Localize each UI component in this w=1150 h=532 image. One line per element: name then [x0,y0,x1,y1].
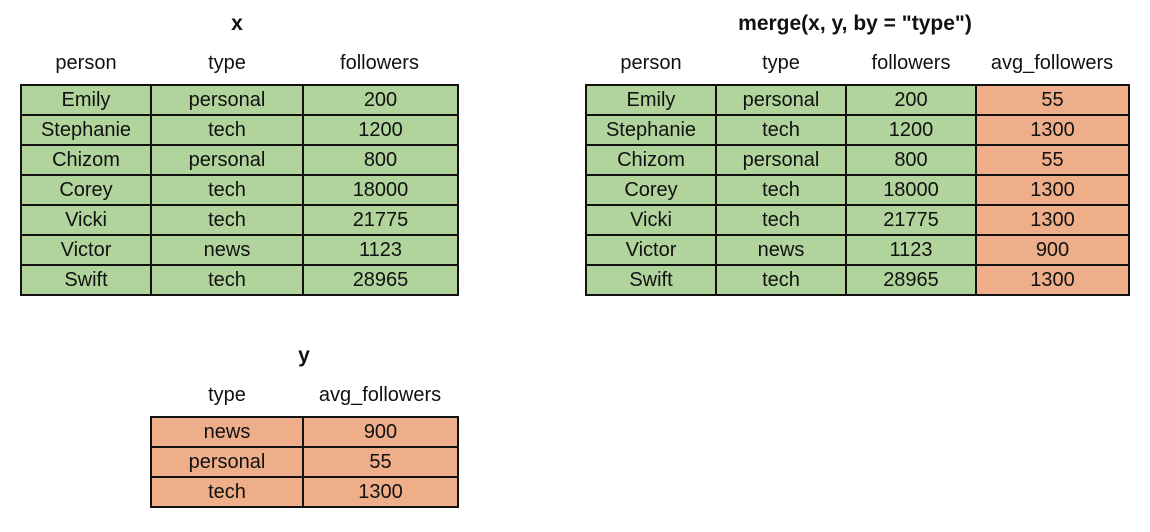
x-cell: Emily [20,84,152,116]
x-cell: Corey [20,174,152,206]
merge-cell: news [715,234,847,266]
table-row: Emily personal 200 55 [585,84,1130,116]
x-cell: news [150,234,304,266]
y-table-title: y [298,344,310,367]
y-header-type: type [208,384,246,406]
x-cell: 21775 [302,204,459,236]
x-cell: tech [150,114,304,146]
merge-cell: Chizom [585,144,717,176]
merge-cell: Emily [585,84,717,116]
merge-cell: 28965 [845,264,977,296]
x-table-title: x [231,12,243,35]
x-cell: tech [150,204,304,236]
merge-cell: tech [715,114,847,146]
merge-cell: Victor [585,234,717,266]
x-cell: 200 [302,84,459,116]
merge-cell-avg: 1300 [975,114,1130,146]
merge-cell: 1200 [845,114,977,146]
table-row: Swift tech 28965 [20,264,459,296]
table-row: Victor news 1123 900 [585,234,1130,266]
y-cell: 1300 [302,476,459,508]
merge-cell: tech [715,204,847,236]
y-cell: personal [150,446,304,478]
table-row: Chizom personal 800 55 [585,144,1130,176]
y-cell: 55 [302,446,459,478]
merge-cell-avg: 900 [975,234,1130,266]
x-cell: Stephanie [20,114,152,146]
merge-header-person: person [620,52,682,74]
x-cell: 28965 [302,264,459,296]
merge-cell: Stephanie [585,114,717,146]
table-row: Corey tech 18000 1300 [585,174,1130,206]
x-cell: Chizom [20,144,152,176]
merge-cell-avg: 1300 [975,204,1130,236]
y-header-avg-followers: avg_followers [318,384,442,406]
merge-table-title: merge(x, y, by = "type") [738,12,972,35]
x-cell: 18000 [302,174,459,206]
merge-cell-avg: 55 [975,84,1130,116]
merge-cell: Corey [585,174,717,206]
table-row: Victor news 1123 [20,234,459,266]
x-header-followers: followers [340,52,419,74]
table-row: Emily personal 200 [20,84,459,116]
x-cell: 1200 [302,114,459,146]
merge-cell: tech [715,174,847,206]
merge-cell: tech [715,264,847,296]
merge-cell: 1123 [845,234,977,266]
y-cell: news [150,416,304,448]
merge-cell-avg: 55 [975,144,1130,176]
table-row: Stephanie tech 1200 [20,114,459,146]
x-cell: personal [150,144,304,176]
merge-table: Emily personal 200 55 Stephanie tech 1200 1300… [585,84,1130,296]
table-row: Stephanie tech 1200 1300 [585,114,1130,146]
merge-cell: 800 [845,144,977,176]
merge-cell: personal [715,144,847,176]
y-table: news 900 personal 55 tech 1300 [150,416,459,508]
merge-cell: 21775 [845,204,977,236]
merge-cell: personal [715,84,847,116]
merge-cell: 200 [845,84,977,116]
merge-cell: 18000 [845,174,977,206]
merge-header-type: type [762,52,800,74]
table-row: Chizom personal 800 [20,144,459,176]
y-cell: tech [150,476,304,508]
x-table: Emily personal 200 Stephanie tech 1200 Chizo… [20,84,459,296]
merge-cell: Swift [585,264,717,296]
x-cell: 1123 [302,234,459,266]
table-row: Vicki tech 21775 [20,204,459,236]
table-row: tech 1300 [150,476,459,508]
table-row: personal 55 [150,446,459,478]
merge-header-avg-followers: avg_followers [990,52,1114,74]
merge-cell-avg: 1300 [975,174,1130,206]
table-row: Corey tech 18000 [20,174,459,206]
x-cell: 800 [302,144,459,176]
x-cell: Vicki [20,204,152,236]
x-cell: Swift [20,264,152,296]
merge-cell: Vicki [585,204,717,236]
y-cell: 900 [302,416,459,448]
table-row: Vicki tech 21775 1300 [585,204,1130,236]
x-cell: Victor [20,234,152,266]
x-cell: tech [150,264,304,296]
x-header-person: person [55,52,117,74]
x-cell: personal [150,84,304,116]
merge-header-followers: followers [871,52,951,74]
table-row: news 900 [150,416,459,448]
x-header-type: type [208,52,246,74]
x-cell: tech [150,174,304,206]
table-row: Swift tech 28965 1300 [585,264,1130,296]
merge-cell-avg: 1300 [975,264,1130,296]
